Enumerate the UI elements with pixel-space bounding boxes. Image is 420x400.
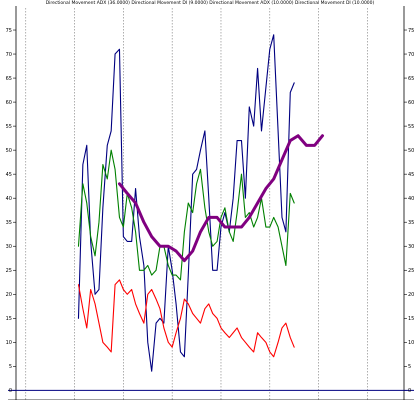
y-tick-label-left: 15 — [6, 316, 12, 322]
y-tick-label-left: 45 — [6, 172, 12, 178]
y-tick-label-left: 5 — [9, 364, 12, 370]
labels-layer: 0 5 10 15 20 25 30 35 40 45 50 55 60 65 70 75 0 5 10 15 20 25… — [6, 28, 415, 394]
series-line-4 — [117, 134, 324, 263]
y-tick-label-right: 45 — [408, 172, 414, 178]
y-tick-label-right: 0 — [408, 388, 411, 394]
series-layer — [77, 34, 324, 372]
y-tick-label-right: 5 — [408, 364, 411, 370]
y-tick-label-left: 35 — [6, 220, 12, 226]
y-tick-label-left: 20 — [6, 292, 12, 298]
y-tick-label-left: 40 — [6, 196, 12, 202]
y-tick-label-right: 75 — [408, 28, 414, 34]
series-line-1 — [77, 34, 295, 372]
y-tick-label-right: 35 — [408, 220, 414, 226]
y-tick-label-left: 0 — [9, 388, 12, 394]
series-line-2 — [77, 149, 295, 281]
y-tick-label-left: 50 — [6, 148, 12, 154]
y-tick-label-left: 65 — [6, 76, 12, 82]
series-line-3 — [77, 279, 295, 358]
y-tick-label-right: 60 — [408, 100, 414, 106]
y-tick-label-left: 25 — [6, 268, 12, 274]
y-tick-label-left: 75 — [6, 28, 12, 34]
y-tick-label-left: 60 — [6, 100, 12, 106]
y-tick-label-right: 20 — [408, 292, 414, 298]
y-tick-label-left: 10 — [6, 340, 12, 346]
y-tick-label-left: 30 — [6, 244, 12, 250]
y-tick-label-right: 10 — [408, 340, 414, 346]
axes-layer — [8, 6, 414, 400]
y-tick-label-right: 70 — [408, 52, 414, 58]
y-tick-label-right: 15 — [408, 316, 414, 322]
y-tick-label-right: 40 — [408, 196, 414, 202]
chart-header: Directional Movement ADX (36.0000) Direc… — [45, 1, 375, 6]
y-tick-label-right: 65 — [408, 76, 414, 82]
y-tick-label-right: 30 — [408, 244, 414, 250]
y-tick-label-right: 55 — [408, 124, 414, 130]
y-tick-label-left: 70 — [6, 52, 12, 58]
year-separator-layer — [25, 8, 368, 400]
y-tick-label-left: 55 — [6, 124, 12, 130]
y-tick-label-right: 25 — [408, 268, 414, 274]
y-tick-label-right: 50 — [408, 148, 414, 154]
